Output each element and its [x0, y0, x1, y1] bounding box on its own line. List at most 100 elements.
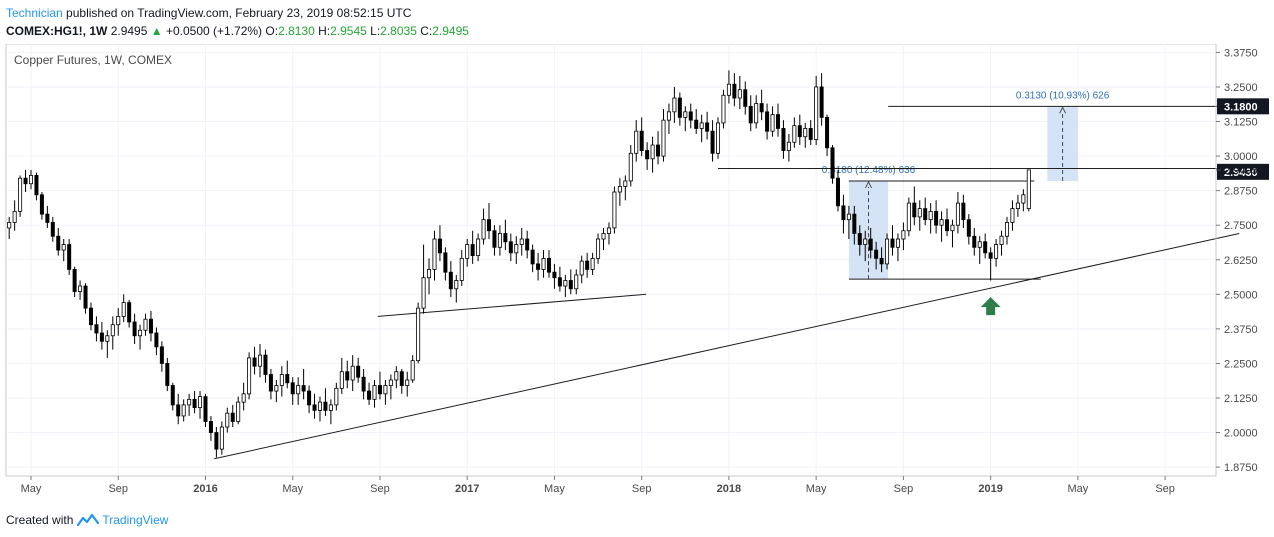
candle-body: [296, 385, 301, 395]
candle-body: [530, 249, 535, 265]
candle-body: [672, 97, 677, 113]
price-label-box: [1217, 163, 1269, 180]
candle-body: [868, 238, 873, 251]
candle-body: [634, 130, 639, 154]
candle-body: [934, 210, 939, 226]
up-arrow-icon: [980, 297, 1001, 316]
candle-body: [765, 111, 770, 132]
price-chart[interactable]: 0.3180 (12.48%) 636 0.3130 (10.93%) 626 3…: [0, 43, 1274, 502]
candle-body: [410, 360, 415, 381]
high-label: H:: [318, 24, 331, 38]
candle-body: [481, 219, 486, 240]
candle-body: [601, 233, 606, 240]
measure-arrow-head: [1059, 106, 1067, 114]
price-change: +0.0500 (+1.72%): [165, 24, 263, 38]
candle-body: [67, 244, 72, 270]
candle-body: [950, 224, 955, 232]
candle-body: [688, 111, 693, 121]
candle-body: [219, 426, 224, 450]
candle-body: [372, 385, 377, 400]
candle-body: [187, 398, 192, 406]
candle-body: [825, 116, 830, 149]
candle-body: [792, 125, 797, 143]
price-label-text: 2.9430: [1224, 167, 1258, 179]
candle-body: [192, 398, 197, 409]
candle-body: [470, 244, 475, 257]
candle-body: [639, 130, 644, 151]
candle-body: [61, 244, 66, 251]
candle-body: [72, 269, 77, 292]
price-label-box: [1217, 98, 1269, 115]
candle-body: [1004, 222, 1009, 237]
price-axis: 3.3750 3.2500 3.1250 3.0000 2.8750 2.7500 2.62…: [1215, 44, 1258, 476]
candle-body: [748, 105, 753, 124]
candle-body: [78, 285, 83, 292]
candle-body: [541, 257, 546, 270]
tradingview-brand-link[interactable]: TradingView: [102, 513, 169, 527]
price-tick-label: 2.3750: [1224, 324, 1258, 336]
candle-body: [18, 177, 23, 212]
candle-body: [775, 114, 780, 129]
candle-body: [694, 119, 699, 129]
candle-body: [972, 235, 977, 248]
author-link[interactable]: Technician: [6, 6, 63, 20]
candle-body: [814, 86, 819, 140]
candle-body: [465, 244, 470, 259]
candle-body: [945, 219, 950, 232]
candle-body: [317, 401, 322, 411]
candle-body: [759, 103, 764, 113]
candle-body: [307, 390, 312, 406]
time-tick-label: May: [544, 483, 565, 495]
candle-body: [683, 111, 688, 118]
candle-body: [165, 363, 170, 386]
candle-body: [383, 385, 388, 395]
candle-body: [863, 238, 868, 245]
candle-body: [1010, 208, 1015, 223]
price-tick-label: 2.5000: [1224, 289, 1258, 301]
candle-body: [770, 114, 775, 132]
symbol-info-line: COMEX:HG1!, 1W 2.9495 ▲ +0.0500 (+1.72%)…: [6, 23, 1266, 39]
chart-title: Copper Futures, 1W, COMEX: [14, 53, 172, 67]
candle-body: [906, 202, 911, 232]
candle-body: [301, 385, 306, 392]
candle-body: [427, 269, 432, 279]
high-value: 2.9545: [330, 24, 367, 38]
time-axis: May Sep 2016 May Sep 2017 May Sep 2018 May Sep 2019…: [6, 475, 1216, 495]
candle-body: [612, 191, 617, 229]
candle-body: [159, 346, 164, 364]
candle-body: [198, 396, 203, 409]
candle-body: [377, 385, 382, 395]
candle-body: [808, 128, 813, 140]
candle-body: [961, 202, 966, 221]
low-label: L:: [370, 24, 381, 38]
candle-body: [214, 432, 219, 450]
candle-body: [121, 302, 126, 317]
chart-area[interactable]: 0.3180 (12.48%) 636 0.3130 (10.93%) 626 3…: [0, 43, 1274, 502]
candle-body: [328, 404, 333, 411]
candle-body: [830, 147, 835, 179]
candle-body: [339, 371, 344, 389]
candle-body: [23, 177, 28, 185]
candle-body: [677, 97, 682, 118]
candle-body: [999, 235, 1004, 245]
candle-body: [143, 318, 148, 331]
candle-body: [252, 357, 257, 367]
candle-body: [917, 208, 922, 218]
candle-body: [819, 86, 824, 118]
candle-body: [99, 332, 104, 342]
candle-body: [94, 324, 99, 334]
candle-body: [443, 252, 448, 273]
created-with-text: Created with: [6, 513, 74, 527]
candle-body: [181, 404, 186, 417]
candle-body: [432, 238, 437, 270]
candle-body: [361, 376, 366, 392]
candle-body: [568, 280, 573, 290]
candle-body: [841, 205, 846, 221]
time-tick-label: May: [282, 483, 303, 495]
candle-body: [923, 208, 928, 221]
candle-body: [487, 219, 492, 232]
publish-line: Technician published on TradingView.com,…: [6, 5, 1266, 21]
candle-body: [912, 202, 917, 218]
time-tick-label: Sep: [632, 483, 652, 495]
candle-body: [105, 335, 110, 342]
